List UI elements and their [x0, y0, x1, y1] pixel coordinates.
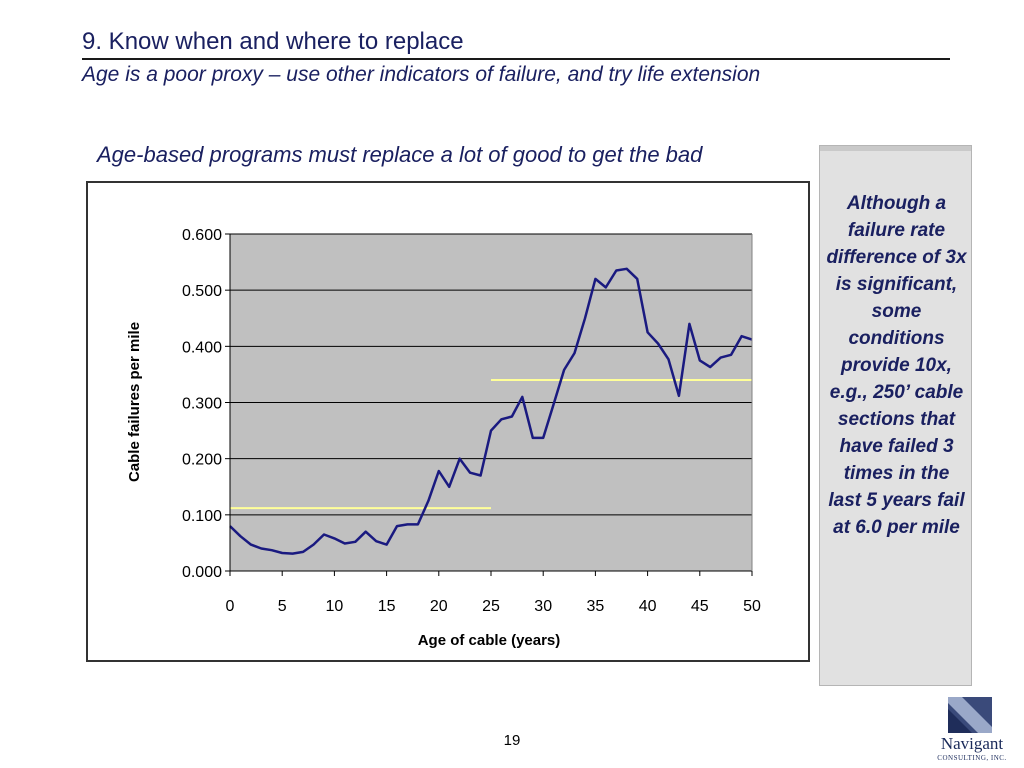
- x-axis-label: Age of cable (years): [418, 632, 561, 649]
- navigant-logo: Navigant CONSULTING, INC.: [920, 697, 1024, 768]
- x-tick-label: 50: [743, 598, 761, 615]
- failure-rate-chart: 0.000 0.100 0.200 0.300 0.400 0.500 0.600 0 5 10…: [126, 227, 761, 649]
- y-tick-label: 0.300: [182, 396, 222, 413]
- x-tick-label: 0: [226, 598, 235, 615]
- chart-frame: 0.000 0.100 0.200 0.300 0.400 0.500 0.600 0 5 10…: [86, 181, 810, 662]
- x-tick-label: 30: [534, 598, 552, 615]
- navigant-logo-mark-icon: [948, 697, 992, 733]
- x-tick-labels: 0 5 10 15 20 25 30 35 40 45 50: [226, 598, 761, 615]
- y-tick-label: 0.000: [182, 564, 222, 581]
- y-tick-label: 0.500: [182, 283, 222, 300]
- axes: [225, 233, 753, 576]
- y-axis-label: Cable failures per mile: [126, 322, 143, 482]
- callout-text: Although a failure rate difference of 3x…: [826, 193, 967, 538]
- gridlines: [230, 233, 752, 516]
- y-tick-label: 0.100: [182, 508, 222, 525]
- y-tick-labels: 0.000 0.100 0.200 0.300 0.400 0.500 0.600: [182, 227, 222, 581]
- page-number: 19: [503, 732, 521, 749]
- series-line: [229, 267, 753, 555]
- y-tick-label: 0.400: [182, 339, 222, 356]
- x-tick-label: 40: [639, 598, 657, 615]
- x-tick-label: 5: [278, 598, 287, 615]
- x-tick-label: 35: [587, 598, 605, 615]
- callout-box: Although a failure rate difference of 3x…: [819, 145, 972, 686]
- x-tick-label: 25: [482, 598, 500, 615]
- title-divider: [82, 58, 950, 60]
- slide-title: 9. Know when and where to replace: [82, 28, 464, 55]
- slide-subtitle: Age is a poor proxy – use other indicato…: [82, 63, 761, 86]
- chart-caption: Age-based programs must replace a lot of…: [97, 142, 703, 167]
- reference-lines: [230, 379, 752, 510]
- x-tick-label: 20: [430, 598, 448, 615]
- x-tick-label: 10: [326, 598, 344, 615]
- y-tick-label: 0.600: [182, 227, 222, 244]
- logo-tagline: CONSULTING, INC.: [937, 754, 1007, 762]
- x-tick-label: 15: [378, 598, 396, 615]
- x-tick-label: 45: [691, 598, 709, 615]
- y-tick-label: 0.200: [182, 452, 222, 469]
- logo-name: Navigant: [940, 734, 1004, 753]
